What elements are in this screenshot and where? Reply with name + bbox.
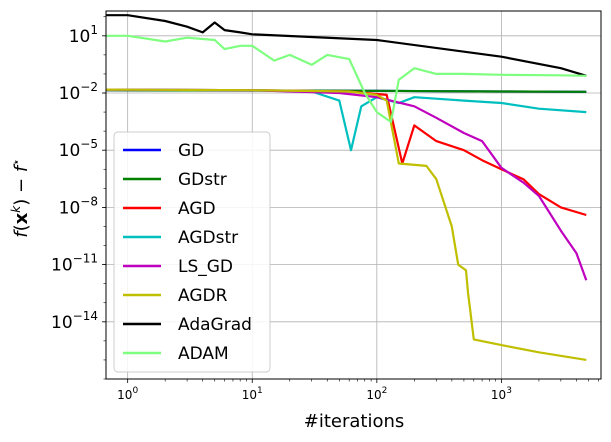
y-axis: 101 10−2 10−5 10−8 10−11 10−14 bbox=[51, 16, 106, 380]
series-line-adam bbox=[106, 34, 587, 124]
y-tick-label: 10−2 bbox=[59, 80, 98, 104]
y-axis-label: f(xk) − f⋆ bbox=[9, 158, 32, 237]
y-tick-label: 10−5 bbox=[59, 137, 98, 161]
legend-label: ADAM bbox=[178, 344, 229, 364]
legend-label: AGD bbox=[178, 199, 216, 219]
series-line-agdr bbox=[105, 88, 587, 361]
y-tick-label: 10−11 bbox=[51, 252, 98, 276]
svg-text:f(xk) − f⋆: f(xk) − f⋆ bbox=[9, 158, 32, 237]
legend-box bbox=[113, 131, 271, 373]
plot-frame bbox=[105, 10, 602, 380]
legend-label: LS_GD bbox=[178, 257, 233, 277]
legend: GD GDstr AGD AGDstr LS_GD AGDR AdaGrad ADAM bbox=[113, 131, 271, 373]
x-axis-label: #iterations bbox=[304, 411, 405, 432]
x-tick-label: 100 bbox=[117, 386, 138, 402]
x-tick-label: 103 bbox=[491, 386, 512, 402]
legend-label: GD bbox=[178, 141, 204, 161]
legend-label: AGDstr bbox=[178, 228, 238, 248]
y-tick-label: 10−8 bbox=[59, 194, 98, 218]
series-layer bbox=[105, 14, 588, 361]
legend-label: AdaGrad bbox=[178, 315, 252, 335]
x-tick-label: 101 bbox=[242, 386, 263, 402]
y-tick-label: 101 bbox=[69, 23, 98, 47]
x-axis: 100 101 102 103 bbox=[117, 379, 599, 402]
legend-label: GDstr bbox=[178, 170, 227, 190]
y-tick-label: 10−14 bbox=[51, 309, 98, 333]
series-line-ls-gd bbox=[105, 88, 588, 281]
legend-label: AGDR bbox=[178, 286, 228, 306]
x-tick-label: 102 bbox=[366, 386, 387, 402]
series-line-adagrad bbox=[106, 14, 587, 77]
